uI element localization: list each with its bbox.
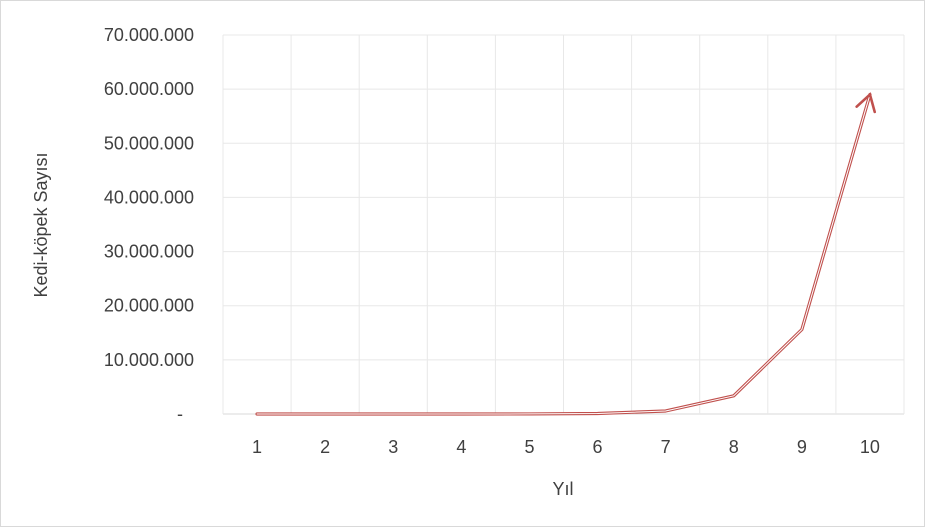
y-tick-label: 60.000.000 (104, 79, 194, 99)
x-tick-label: 9 (797, 437, 807, 457)
x-axis-ticks: 1 2 3 4 5 6 7 8 9 10 (252, 437, 880, 457)
x-tick-label: 2 (320, 437, 330, 457)
y-tick-label: 20.000.000 (104, 296, 194, 316)
y-axis-ticks: - 10.000.000 20.000.000 30.000.000 40.000.00… (104, 25, 194, 424)
x-tick-label: 10 (860, 437, 880, 457)
x-tick-label: 4 (456, 437, 466, 457)
y-tick-label: 50.000.000 (104, 133, 194, 153)
y-tick-label: 30.000.000 (104, 242, 194, 262)
x-tick-label: 6 (593, 437, 603, 457)
series-layer (257, 95, 875, 414)
y-tick-label: - (177, 404, 183, 424)
x-tick-label: 1 (252, 437, 262, 457)
grid-lines (223, 35, 904, 414)
y-tick-label: 10.000.000 (104, 350, 194, 370)
x-tick-label: 8 (729, 437, 739, 457)
x-tick-label: 3 (388, 437, 398, 457)
x-tick-label: 5 (524, 437, 534, 457)
y-tick-label: 40.000.000 (104, 187, 194, 207)
x-axis-title: Yıl (552, 479, 573, 499)
x-tick-label: 7 (661, 437, 671, 457)
y-axis-title: Kedi-köpek Sayısı (31, 152, 51, 297)
y-tick-label: 70.000.000 (104, 25, 194, 45)
